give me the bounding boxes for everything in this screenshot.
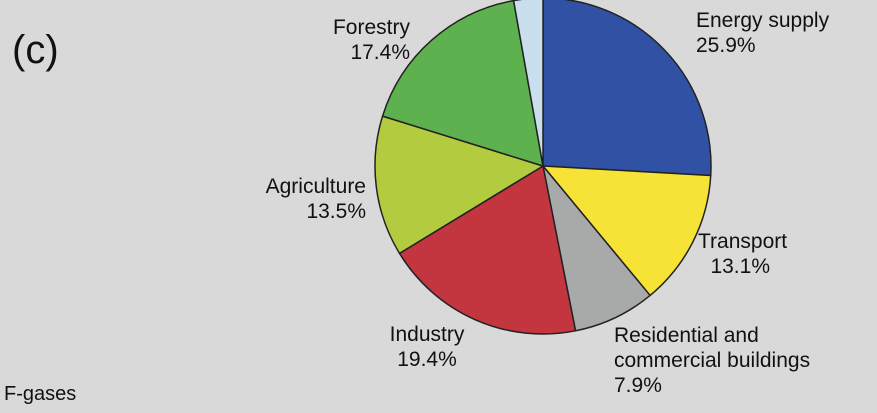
pie-slice-forestry bbox=[381, 0, 544, 167]
pie-slice-unlabeled bbox=[512, 0, 544, 167]
slice-label-residential: Residential and commercial buildings 7.9… bbox=[614, 324, 811, 397]
slice-label-agriculture: Agriculture 13.5% bbox=[265, 175, 366, 223]
pie-slice-transport bbox=[542, 165, 712, 297]
panel-label: (c) bbox=[12, 28, 59, 72]
pie-slice-industry bbox=[398, 165, 577, 335]
slice-label-transport: Transport 13.1% bbox=[698, 230, 788, 278]
footer-label: F-gases bbox=[4, 383, 77, 405]
pie-slice-energy-supply bbox=[542, 0, 712, 177]
slice-label-forestry: Forestry 17.4% bbox=[332, 16, 410, 64]
pie-slice-agriculture bbox=[374, 115, 544, 255]
slice-label-industry: Industry 19.4% bbox=[389, 323, 465, 371]
slice-label-energy-supply: Energy supply 25.9% bbox=[696, 9, 830, 57]
